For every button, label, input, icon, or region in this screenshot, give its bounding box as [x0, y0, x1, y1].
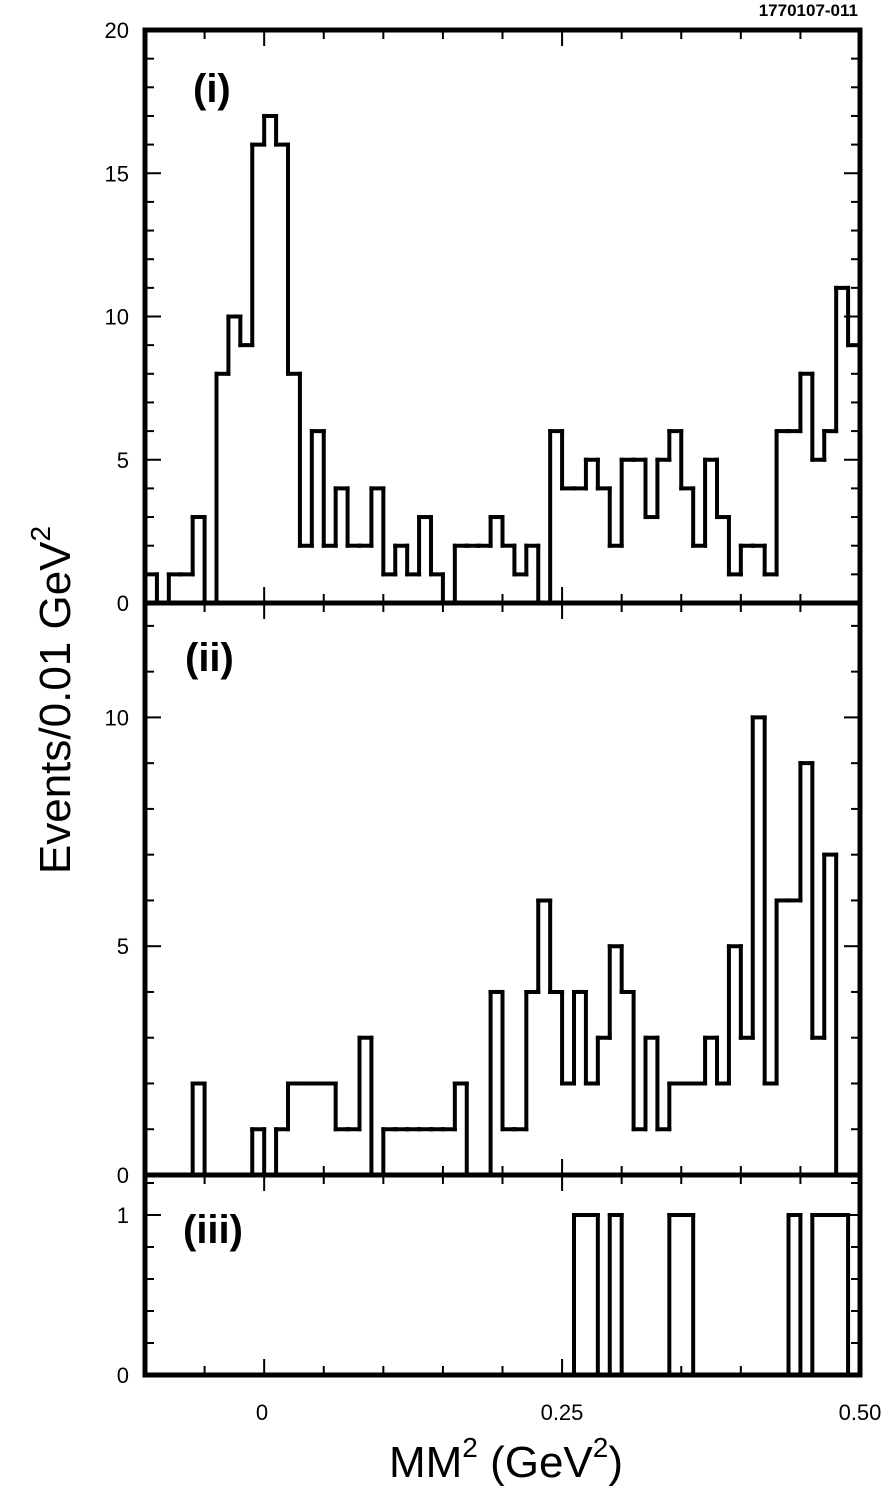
y-tick-label: 5: [117, 448, 129, 473]
y-tick-label: 20: [105, 18, 129, 43]
y-tick-label: 10: [105, 705, 129, 730]
x-tick-labels: 0 0.25 0.50: [256, 1400, 882, 1425]
panel-label: (ii): [185, 636, 234, 680]
panel-frame: [142, 1172, 863, 1378]
x-tick-label: 0.50: [839, 1400, 882, 1425]
x-tick-label: 0.25: [541, 1400, 584, 1425]
y-tick-label: 0: [117, 1163, 129, 1188]
panel-2: 0 5 10 (ii): [105, 600, 863, 1188]
y-tick-label: 0: [117, 591, 129, 616]
x-tick-label: 0: [256, 1400, 268, 1425]
y-tick-label: 0: [117, 1363, 129, 1388]
y-axis-title: Events/0.01 GeV2: [25, 526, 80, 874]
figure-id: 1770107-011: [759, 1, 858, 20]
y-tick-label: 15: [105, 161, 129, 186]
x-axis-title: MM2 (GeV2): [389, 1432, 623, 1487]
y-tick-label: 1: [117, 1203, 129, 1228]
y-tick-label: 10: [105, 305, 129, 330]
panel-1: 0 5 10 15 20 (i): [105, 18, 863, 616]
panel-3: 0 1 (iii): [117, 1172, 863, 1388]
histogram-panels: 0 5 10 15 20 (i) 0 5 10 (ii) 0 1 (iii): [105, 18, 863, 1388]
panel-label: (iii): [183, 1208, 243, 1252]
y-tick-label: 5: [117, 934, 129, 959]
panel-label: (i): [193, 67, 231, 111]
